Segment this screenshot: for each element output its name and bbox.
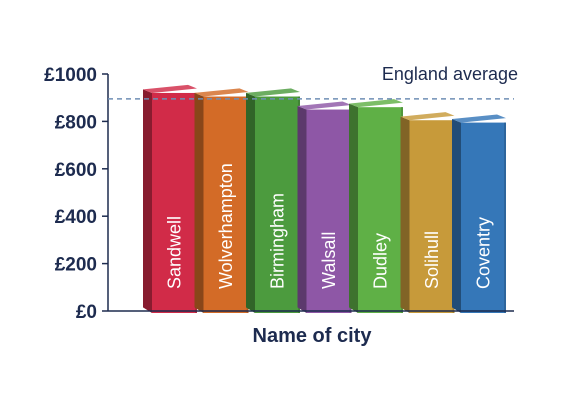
bar-top-face [349,99,403,108]
bar-side-face [194,92,204,313]
bar-side-face [297,105,307,313]
bar-front-face [461,122,506,314]
bar-top-face [452,114,506,123]
y-tick-label: £800 [55,112,97,133]
y-tick-label: £200 [55,255,97,276]
bar-front-face [152,92,197,314]
bar-label-sandwell: Sandwell [165,216,185,289]
y-tick-label: £600 [55,160,97,181]
bar-label-coventry: Coventry [474,217,494,289]
bar-wolverhampton: Wolverhampton [194,88,249,313]
x-axis-title: Name of city [253,325,373,347]
bar-label-birmingham: Birmingham [268,193,288,289]
bar-front-face [255,96,300,313]
bar-side-face [452,118,461,313]
bar-edge [504,122,506,314]
bar-label-solihull: Solihull [422,231,442,289]
bar-side-face [143,89,152,313]
bar-solihull: Solihull [400,112,455,314]
bar-coventry: Coventry [452,114,506,314]
y-tick-label: £0 [76,302,97,323]
bar-front-face [409,120,455,313]
bar-walsall: Walsall [297,101,352,313]
reference-line-group: England average [108,64,518,100]
y-tick-label: £1000 [44,65,97,86]
bar-top-face [143,84,197,93]
bar-dudley: Dudley [349,99,403,314]
bar-side-face [400,116,410,314]
bar-front-face [306,109,352,313]
bar-label-wolverhampton: Wolverhampton [216,163,236,289]
bars-layer: Sandwell Wolverhampton Birmingham Walsall Du… [143,84,506,314]
y-ticks: £0 £200 £400 £600 £800 £1000 [44,65,108,323]
y-tick-label: £400 [55,207,97,228]
bar-top-face [400,112,455,121]
bar-sandwell: Sandwell [143,84,197,314]
england-average-label: England average [382,64,518,84]
bar-top-face [246,88,300,97]
bar-top-face [297,101,352,110]
bar-top-face [194,88,249,97]
bar-birmingham: Birmingham [246,88,300,313]
axis-layer [107,74,514,312]
bar-side-face [246,92,255,313]
bar-front-face [358,107,403,314]
bar-front-face [203,96,249,313]
bar-label-walsall: Walsall [319,232,339,289]
bar-label-dudley: Dudley [371,233,391,289]
bar-side-face [349,103,358,313]
